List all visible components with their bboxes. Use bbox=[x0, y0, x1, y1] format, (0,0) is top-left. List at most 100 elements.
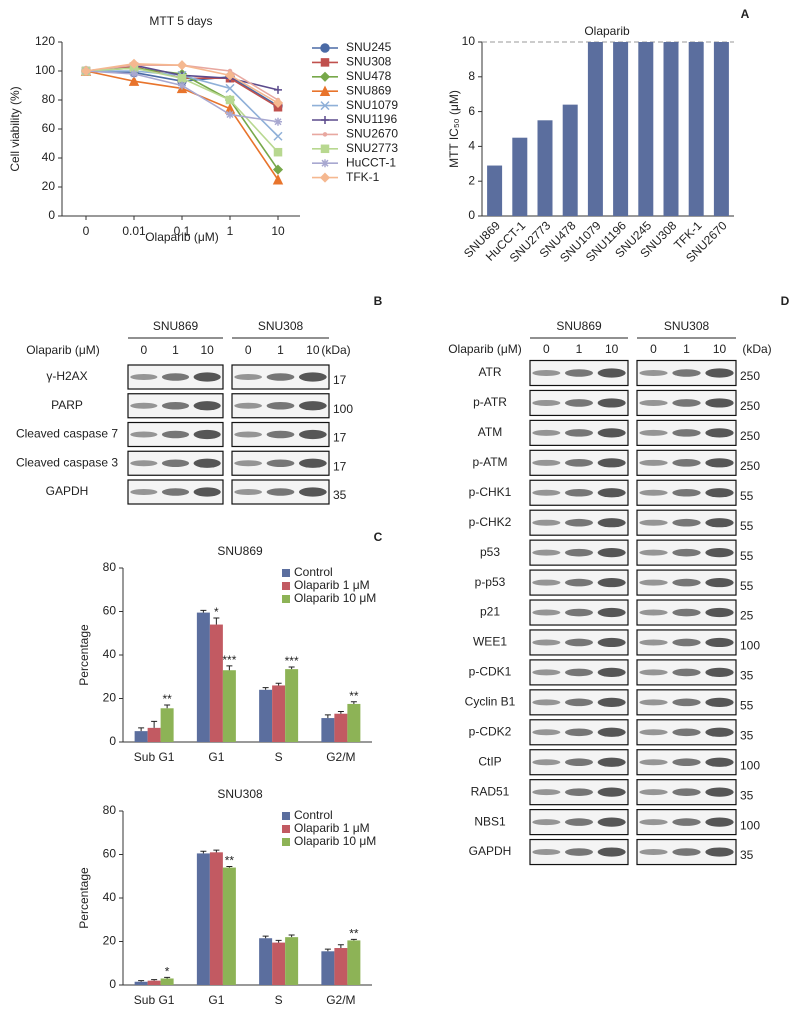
bar bbox=[160, 978, 174, 985]
y-tick-label: 40 bbox=[42, 150, 56, 164]
band bbox=[193, 458, 221, 468]
band bbox=[298, 401, 327, 411]
y-tick-label: 20 bbox=[103, 691, 117, 705]
band bbox=[672, 638, 701, 647]
legend-label: Olaparib 1 μM bbox=[294, 578, 370, 592]
kda-label: 100 bbox=[333, 402, 353, 416]
y-tick-label: 10 bbox=[462, 34, 476, 48]
marker bbox=[321, 159, 329, 168]
band bbox=[639, 609, 668, 616]
protein-label: Cleaved caspase 7 bbox=[16, 427, 118, 441]
legend-label: HuCCT-1 bbox=[346, 155, 396, 169]
legend-label: Olaparib 1 μM bbox=[294, 821, 370, 835]
band bbox=[532, 399, 561, 406]
band bbox=[130, 374, 158, 380]
band bbox=[672, 698, 701, 707]
kda-label: 100 bbox=[740, 639, 760, 653]
band bbox=[193, 429, 221, 440]
band bbox=[639, 549, 668, 556]
error-bar bbox=[164, 976, 171, 979]
marker bbox=[225, 95, 235, 105]
band bbox=[234, 460, 263, 467]
band bbox=[193, 401, 221, 411]
band bbox=[639, 399, 668, 406]
kda-label: 35 bbox=[333, 488, 347, 502]
kda-label: 100 bbox=[740, 758, 760, 772]
bar bbox=[209, 624, 223, 742]
band bbox=[672, 668, 701, 677]
bar bbox=[334, 713, 348, 742]
band bbox=[161, 430, 190, 439]
panel-label: C bbox=[374, 530, 383, 544]
band bbox=[639, 759, 668, 766]
band bbox=[298, 458, 327, 468]
protein-label: p21 bbox=[480, 605, 500, 619]
y-tick-label: 2 bbox=[468, 173, 475, 187]
y-tick-label: 80 bbox=[42, 92, 56, 106]
bar bbox=[222, 670, 236, 742]
marker bbox=[274, 85, 282, 94]
band bbox=[705, 368, 734, 378]
y-axis-label: MTT IC₅₀ (μM) bbox=[447, 90, 461, 168]
band bbox=[532, 849, 561, 856]
bar bbox=[512, 137, 528, 216]
legend-swatch bbox=[282, 838, 290, 846]
band bbox=[597, 577, 626, 588]
band bbox=[672, 788, 701, 796]
bar bbox=[321, 718, 335, 742]
band bbox=[672, 369, 701, 377]
band bbox=[639, 849, 668, 856]
y-tick-label: 100 bbox=[35, 63, 55, 77]
marker bbox=[319, 71, 331, 82]
band bbox=[639, 669, 668, 676]
band bbox=[565, 578, 593, 587]
error-bar bbox=[350, 701, 357, 704]
legend-swatch bbox=[282, 595, 290, 603]
band bbox=[565, 548, 593, 557]
protein-label: Cyclin B1 bbox=[465, 695, 516, 709]
band bbox=[597, 458, 626, 468]
band bbox=[639, 429, 668, 436]
bar bbox=[147, 980, 161, 985]
band bbox=[532, 789, 561, 796]
legend-label: Control bbox=[294, 808, 333, 822]
error-bar bbox=[324, 714, 331, 719]
band bbox=[532, 519, 561, 526]
chart-title: Olaparib bbox=[584, 24, 630, 38]
band bbox=[597, 727, 626, 737]
x-tick-label: 10 bbox=[271, 224, 285, 238]
x-tick-label: 1 bbox=[227, 224, 234, 238]
band bbox=[597, 667, 626, 678]
band bbox=[234, 374, 263, 380]
band bbox=[597, 488, 626, 498]
bar bbox=[134, 731, 148, 742]
band bbox=[532, 459, 561, 466]
dose-label: 0 bbox=[543, 342, 550, 356]
y-tick-label: 60 bbox=[103, 604, 117, 618]
marker bbox=[273, 147, 283, 157]
band bbox=[705, 787, 734, 797]
y-tick-label: 8 bbox=[468, 69, 475, 83]
y-tick-label: 60 bbox=[103, 847, 117, 861]
band bbox=[532, 639, 561, 646]
error-bar bbox=[138, 727, 145, 732]
dose-label: 10 bbox=[605, 342, 619, 356]
band bbox=[672, 848, 701, 856]
y-tick-label: 4 bbox=[468, 139, 475, 153]
cell-line-label: SNU869 bbox=[556, 319, 602, 333]
legend-swatch bbox=[282, 812, 290, 820]
x-tick-label: G2/M bbox=[326, 993, 355, 1007]
band bbox=[130, 460, 158, 467]
treatment-label: Olaparib (μM) bbox=[448, 342, 522, 356]
significance: *** bbox=[285, 654, 299, 668]
band bbox=[565, 818, 593, 826]
error-bar bbox=[164, 704, 171, 709]
dose-label: 10 bbox=[200, 343, 214, 357]
legend-swatch bbox=[282, 582, 290, 590]
kda-label: 35 bbox=[740, 788, 754, 802]
kda-label: 100 bbox=[740, 818, 760, 832]
bar bbox=[285, 669, 299, 742]
error-bar bbox=[226, 665, 233, 671]
bar bbox=[222, 867, 236, 985]
y-tick-label: 40 bbox=[103, 890, 117, 904]
